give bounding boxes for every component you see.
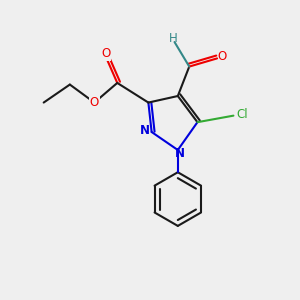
- Text: N: N: [140, 124, 149, 137]
- Text: O: O: [218, 50, 226, 63]
- Text: H: H: [169, 32, 177, 45]
- Text: N: N: [174, 147, 184, 161]
- Text: O: O: [90, 96, 99, 109]
- Text: Cl: Cl: [237, 107, 248, 121]
- Text: O: O: [101, 47, 110, 60]
